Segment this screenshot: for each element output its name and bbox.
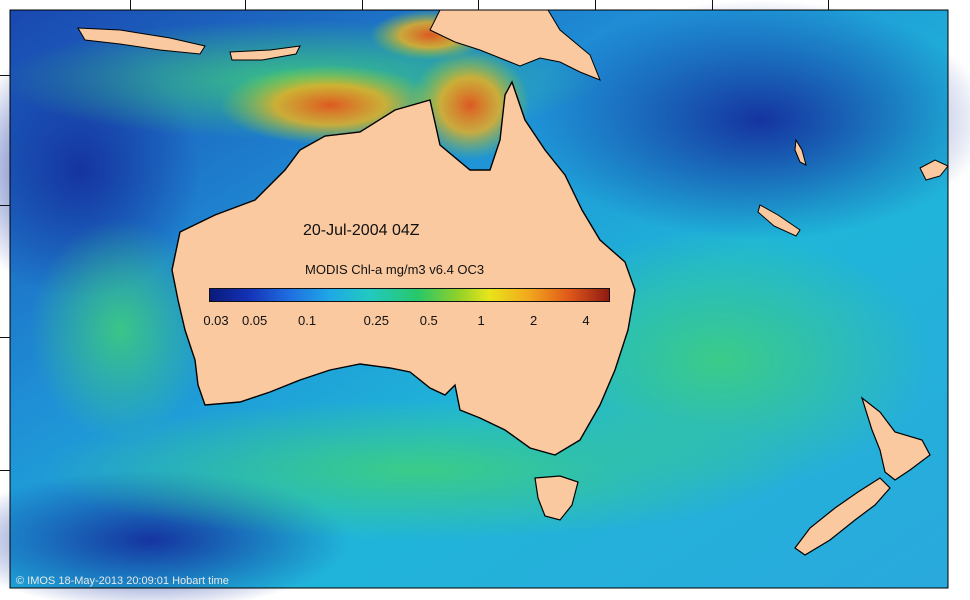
land-new-caledonia: [757, 204, 801, 237]
edge-tick: [0, 75, 10, 76]
colorbar: [209, 288, 610, 302]
edge-tick: [245, 0, 246, 10]
deep-water-pacific: [530, 0, 970, 240]
colorbar-tick-label: 0.03: [203, 313, 229, 328]
colorbar-tick-label: 0.1: [297, 313, 317, 328]
edge-tick: [595, 0, 596, 10]
land-indonesia: [77, 27, 206, 55]
colorbar-tick-label: 4: [582, 313, 590, 328]
land-new-guinea: [429, 9, 601, 81]
land-tasmania: [534, 475, 579, 521]
colorbar-title: MODIS Chl-a mg/m3 v6.4 OC3: [305, 262, 485, 277]
edge-tick: [362, 0, 363, 10]
land-vanuatu: [794, 138, 807, 166]
land-nz-north: [860, 396, 931, 481]
high-chl-gulf: [410, 50, 530, 160]
edge-tick: [712, 0, 713, 10]
edge-tick: [0, 337, 10, 338]
colorbar-tick-label: 0.5: [419, 313, 438, 328]
productive-band-west: [30, 220, 210, 440]
land-timor: [229, 45, 301, 61]
copyright-text: © IMOS 18-May-2013 20:09:01 Hobart time: [16, 575, 229, 587]
edge-tick: [130, 0, 131, 10]
edge-tick: [0, 470, 10, 471]
map-date-label: 20-Jul-2004 04Z: [303, 222, 420, 239]
land-nz-south: [794, 477, 891, 556]
edge-tick: [828, 0, 829, 10]
colorbar-tick-label: 1: [477, 313, 485, 328]
map-border: [9, 9, 949, 589]
colorbar-tick-label: 2: [529, 313, 538, 328]
land-fiji: [919, 159, 949, 181]
edge-tick: [0, 205, 10, 206]
colorbar-tick-label: 0.25: [363, 313, 389, 328]
edge-tick: [478, 0, 479, 10]
colorbar-tick-label: 0.05: [241, 313, 268, 328]
land-australia: [171, 80, 636, 456]
